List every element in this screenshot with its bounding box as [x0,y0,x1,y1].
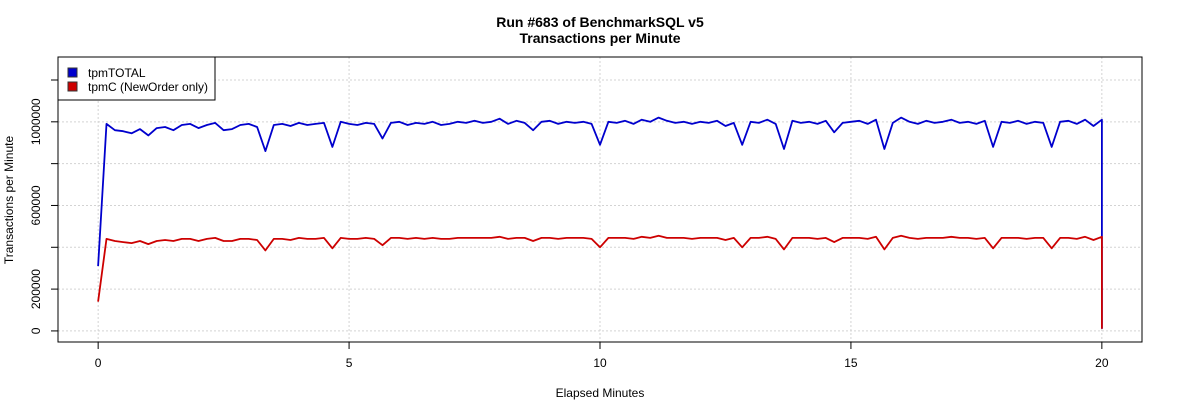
x-axis-label: Elapsed Minutes [556,386,645,400]
legend-swatch-tpmc [67,81,78,92]
x-tick-label: 10 [593,356,607,370]
legend-box [57,56,216,101]
series-line-tpmc [97,234,1103,329]
x-tick-label: 0 [95,356,102,370]
legend-label-tpmc: tpmC (NewOrder only) [88,80,208,94]
x-tick-label: 20 [1095,356,1109,370]
y-tick-label: 200000 [29,269,43,309]
x-tick-label: 15 [844,356,858,370]
y-tick-label: 0 [29,327,43,334]
x-axis: 0 5 10 15 20 [95,342,1109,370]
legend: tpmTOTAL tpmC (NewOrder only) [57,56,216,101]
y-axis: 0 200000 600000 1000000 [29,79,58,334]
series-line-tpmtotal [97,116,1103,329]
chart-subtitle: Transactions per Minute [519,30,680,46]
legend-swatch-tpmtotal [67,67,78,78]
y-tick-label: 1000000 [29,98,43,145]
series-lines [97,116,1103,329]
x-tick-label: 5 [346,356,353,370]
legend-label-tpmtotal: tpmTOTAL [88,66,146,80]
y-tick-label: 600000 [29,185,43,225]
grid-lines [58,57,1142,342]
chart-title: Run #683 of BenchmarkSQL v5 [496,14,704,30]
plot-frame [57,56,1143,343]
y-axis-label: Transactions per Minute [2,136,16,265]
